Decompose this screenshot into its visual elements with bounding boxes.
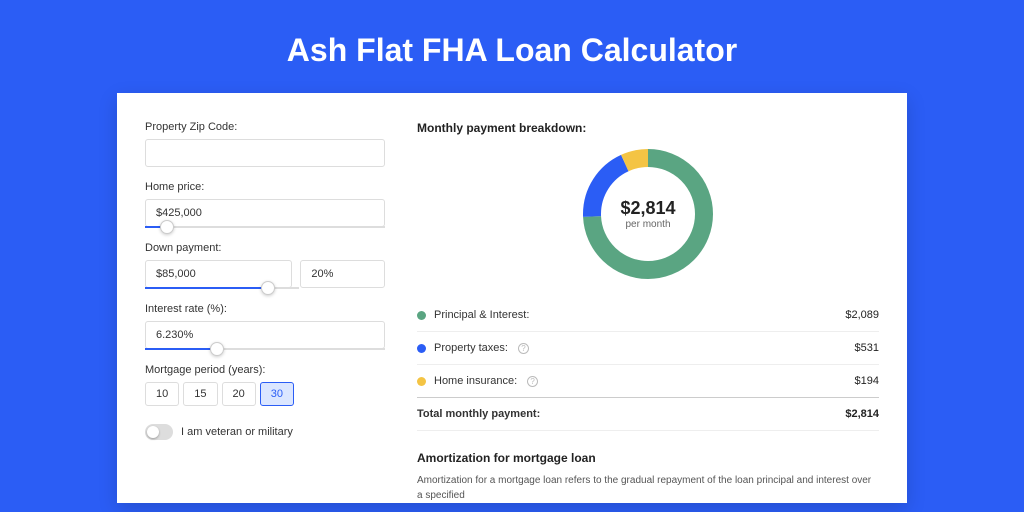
down-payment-label: Down payment:	[145, 242, 385, 254]
legend-dot	[417, 311, 426, 320]
info-icon[interactable]: ?	[527, 376, 538, 387]
down-payment-slider[interactable]	[145, 287, 299, 289]
legend-row: Principal & Interest: $2,089	[417, 299, 879, 332]
down-payment-field: Down payment:	[145, 242, 385, 289]
legend-row: Property taxes:? $531	[417, 332, 879, 365]
interest-slider[interactable]	[145, 348, 385, 350]
legend-label: Property taxes:	[434, 342, 508, 354]
veteran-toggle[interactable]	[145, 424, 173, 440]
total-row: Total monthly payment: $2,814	[417, 397, 879, 431]
legend-dot	[417, 344, 426, 353]
interest-input[interactable]	[145, 321, 385, 349]
home-price-slider[interactable]	[145, 226, 385, 228]
home-price-field: Home price:	[145, 181, 385, 228]
amortization-text: Amortization for a mortgage loan refers …	[417, 473, 879, 503]
amortization-title: Amortization for mortgage loan	[417, 451, 879, 465]
info-icon[interactable]: ?	[518, 343, 529, 354]
period-button-15[interactable]: 15	[183, 382, 217, 406]
zip-input[interactable]	[145, 139, 385, 167]
veteran-label: I am veteran or military	[181, 426, 293, 438]
zip-field: Property Zip Code:	[145, 121, 385, 167]
period-button-30[interactable]: 30	[260, 382, 294, 406]
legend-label: Principal & Interest:	[434, 309, 529, 321]
home-price-input[interactable]	[145, 199, 385, 227]
legend-row: Home insurance:? $194	[417, 365, 879, 397]
donut-value: $2,814	[620, 198, 675, 219]
period-label: Mortgage period (years):	[145, 364, 385, 376]
input-column: Property Zip Code: Home price: Down paym…	[145, 121, 385, 503]
legend-dot	[417, 377, 426, 386]
breakdown-column: Monthly payment breakdown: $2,814 per mo…	[417, 121, 879, 503]
legend-value: $531	[855, 342, 879, 354]
home-price-label: Home price:	[145, 181, 385, 193]
interest-label: Interest rate (%):	[145, 303, 385, 315]
legend-label: Home insurance:	[434, 375, 517, 387]
legend-list: Principal & Interest: $2,089 Property taxe…	[417, 299, 879, 397]
interest-field: Interest rate (%):	[145, 303, 385, 350]
period-button-20[interactable]: 20	[222, 382, 256, 406]
zip-label: Property Zip Code:	[145, 121, 385, 133]
donut-chart-wrap: $2,814 per month	[417, 149, 879, 279]
period-button-group: 10152030	[145, 382, 385, 406]
total-label: Total monthly payment:	[417, 408, 540, 420]
period-field: Mortgage period (years): 10152030	[145, 364, 385, 406]
donut-chart: $2,814 per month	[583, 149, 713, 279]
donut-sub: per month	[620, 219, 675, 230]
calculator-card: Property Zip Code: Home price: Down paym…	[117, 93, 907, 503]
total-value: $2,814	[845, 408, 879, 420]
legend-value: $2,089	[845, 309, 879, 321]
period-button-10[interactable]: 10	[145, 382, 179, 406]
breakdown-title: Monthly payment breakdown:	[417, 121, 879, 135]
veteran-row: I am veteran or military	[145, 424, 385, 440]
legend-value: $194	[855, 375, 879, 387]
down-payment-pct-input[interactable]	[300, 260, 385, 288]
page-title: Ash Flat FHA Loan Calculator	[0, 0, 1024, 93]
